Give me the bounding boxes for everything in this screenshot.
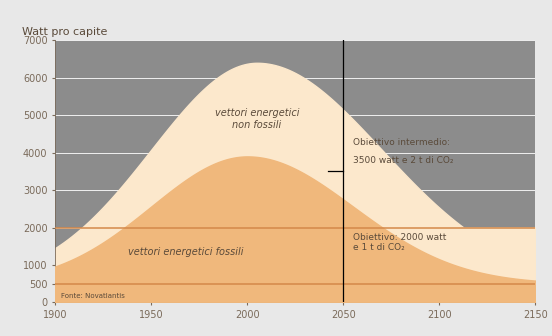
Text: Watt pro capite: Watt pro capite <box>22 27 107 37</box>
Text: Fonte: Novatlantis: Fonte: Novatlantis <box>61 293 125 299</box>
Text: vettori energetici
non fossili: vettori energetici non fossili <box>215 108 299 130</box>
Text: Obiettivo: 2000 watt
e 1 t di CO₂: Obiettivo: 2000 watt e 1 t di CO₂ <box>353 233 447 252</box>
Text: Obiettivo intermedio:: Obiettivo intermedio: <box>353 138 450 146</box>
Text: vettori energetici fossili: vettori energetici fossili <box>128 247 243 257</box>
Text: 3500 watt e 2 t di CO₂: 3500 watt e 2 t di CO₂ <box>353 156 453 165</box>
